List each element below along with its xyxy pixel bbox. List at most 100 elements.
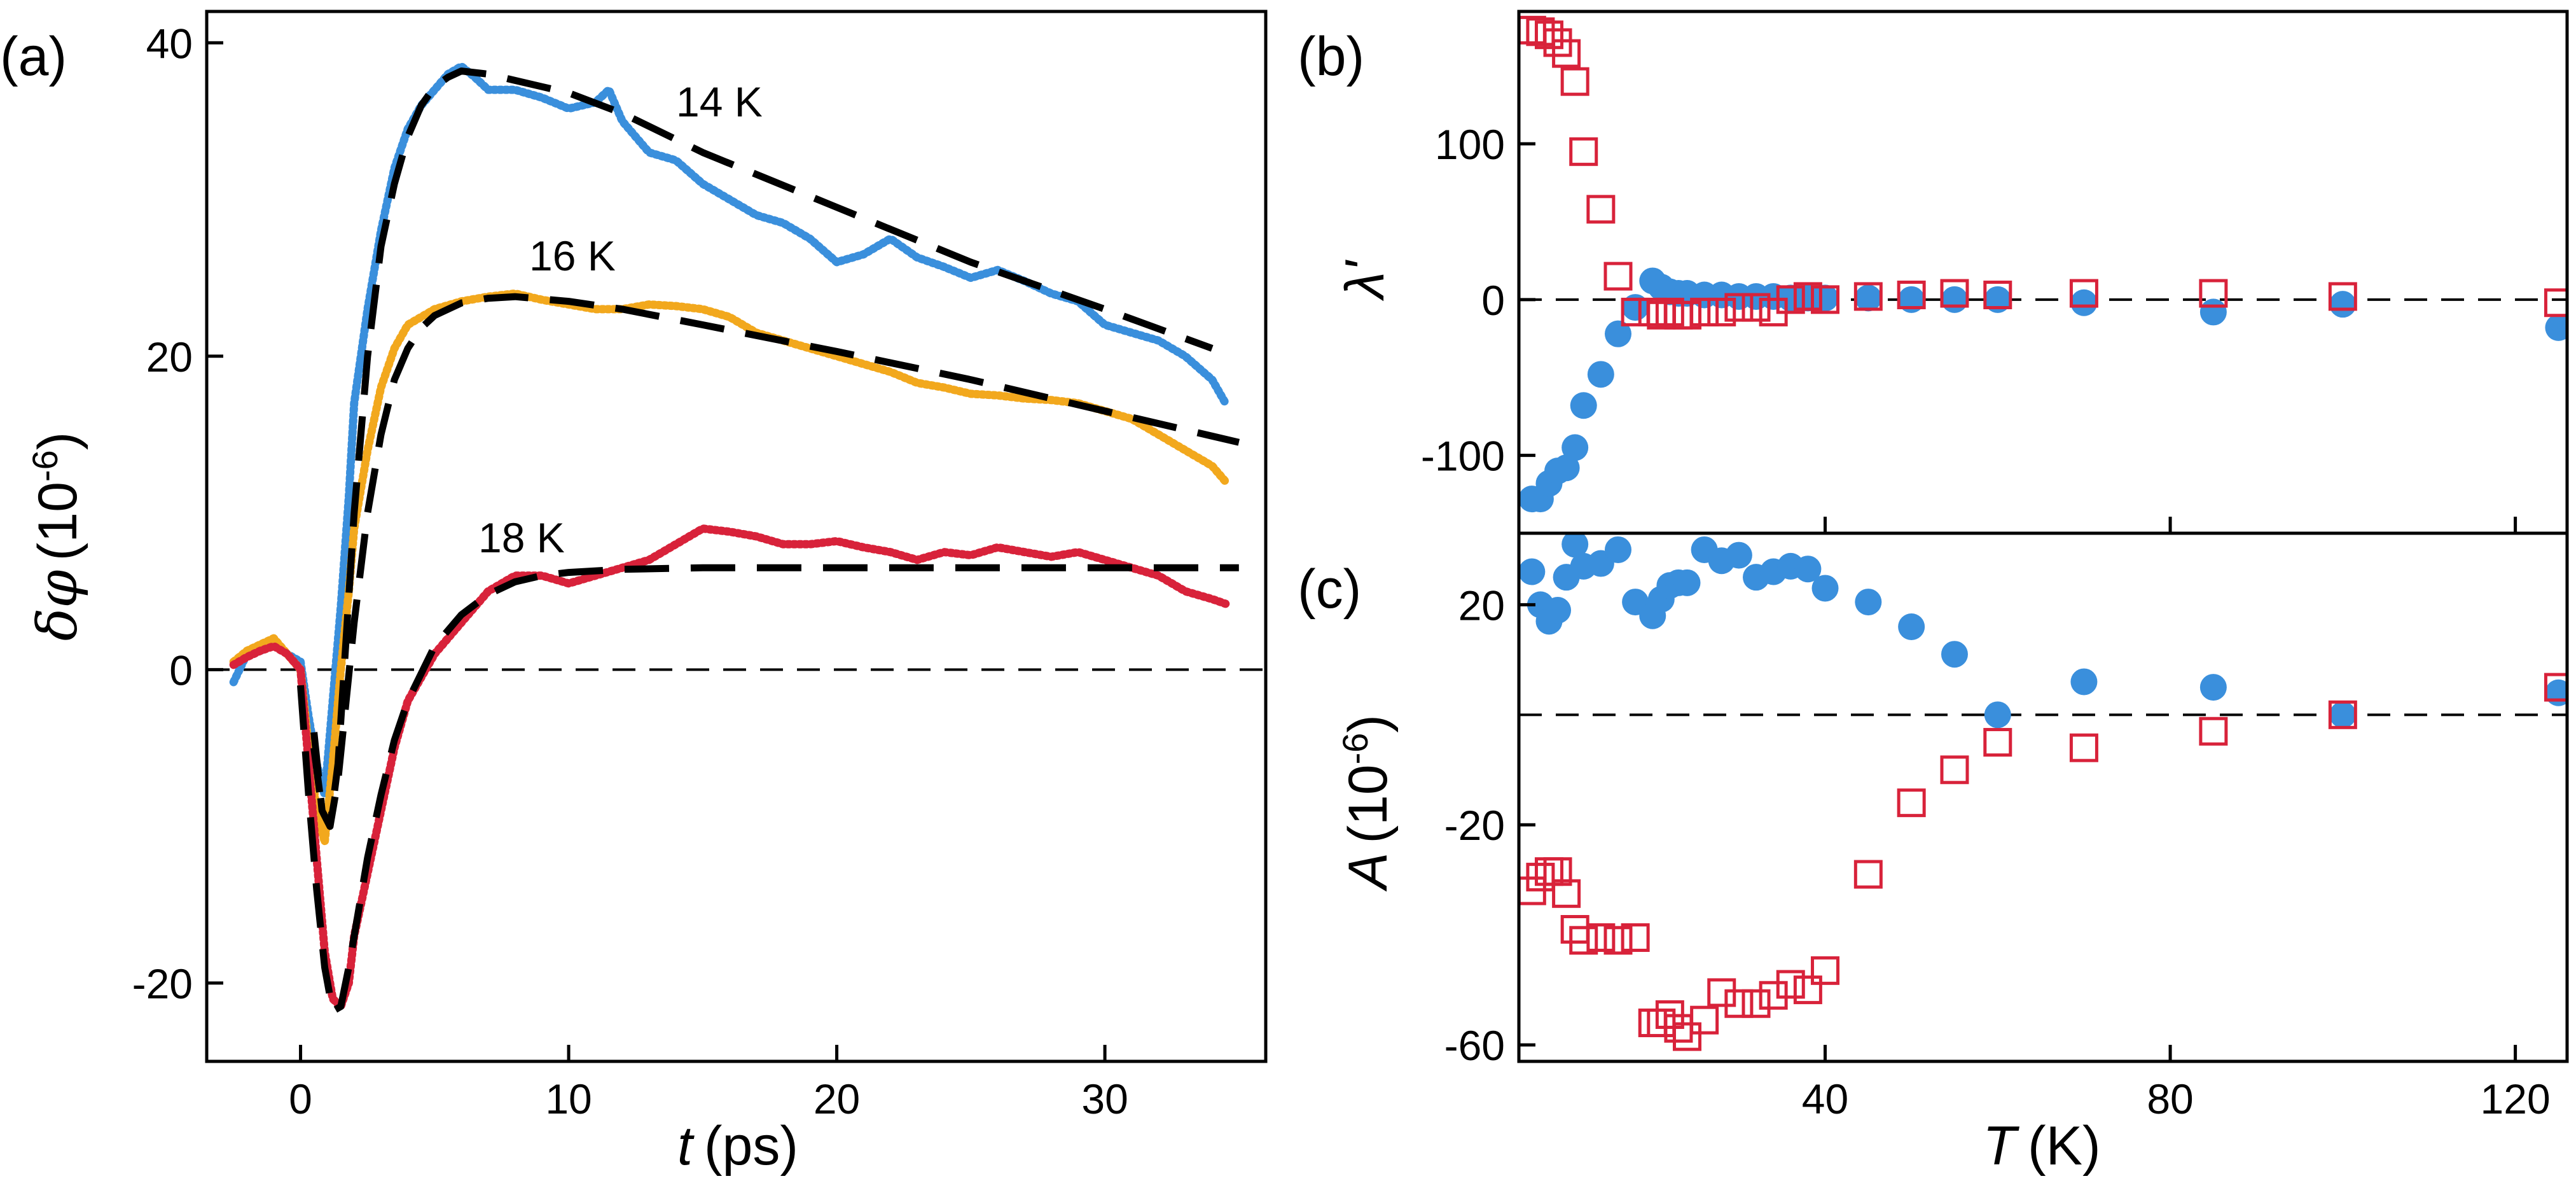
panel-a-frame <box>205 10 1268 1063</box>
square-point <box>1569 137 1598 166</box>
circle-point <box>2070 668 2098 695</box>
square-point <box>1897 280 1926 309</box>
data-series-1 <box>229 289 1230 846</box>
square-point <box>2328 700 2357 729</box>
x-tick-label: 40 <box>1802 1075 1848 1122</box>
panel-c-label: (c) <box>1298 559 1361 620</box>
circle-point <box>1553 454 1580 482</box>
square-point <box>1940 755 1969 785</box>
square-point <box>1603 926 1633 955</box>
circle-point <box>1811 575 1839 602</box>
panel-c-frame <box>1517 531 2569 1063</box>
circle-point <box>1794 556 1822 583</box>
data-series-2 <box>229 524 1230 1011</box>
panel-c-xlabel: T (K) <box>1983 1115 2100 1177</box>
circle-point <box>1544 597 1572 624</box>
panel-a-ylabel-close: ) <box>27 432 88 451</box>
square-point <box>1543 857 1572 886</box>
circle-point <box>1725 542 1752 569</box>
x-tick-label: 30 <box>1081 1075 1128 1122</box>
circle-point <box>1673 569 1701 596</box>
circle-point <box>1570 392 1597 419</box>
y-tick-label: 20 <box>146 333 193 381</box>
panel-b-label: (b) <box>1298 26 1364 87</box>
square-point <box>1560 915 1589 944</box>
square-point <box>1776 285 1805 314</box>
square-point <box>1638 1008 1667 1037</box>
square-point <box>1647 1008 1676 1037</box>
panel-b-ticks: -100 0 100 <box>1421 121 2517 533</box>
curve-label-16k: 16 K <box>529 232 616 279</box>
square-point <box>1569 926 1598 955</box>
panel-c-ylabel-var: A <box>1338 853 1399 892</box>
y-tick-label: -100 <box>1421 433 1505 480</box>
y-tick-label: -60 <box>1444 1022 1505 1069</box>
panel-c-xlabel-unit: (K) <box>2028 1115 2101 1177</box>
square-point <box>1811 956 1840 985</box>
panel-c-ylabel-close: ) <box>1338 715 1399 733</box>
square-point <box>2069 733 2098 762</box>
panel-a-xlabel-var: t <box>677 1115 695 1177</box>
panel-a-ylabel-unit: (10 <box>27 482 88 561</box>
x-tick-label: 20 <box>814 1075 860 1122</box>
panel-c: (c) 40 80 120 -60 -20 20 T (K) A (10-6) <box>1298 531 2569 1177</box>
y-tick-label: 0 <box>169 646 193 694</box>
square-point <box>1526 862 1555 891</box>
square-point <box>1690 1005 1719 1035</box>
fit-line-5 <box>297 564 1239 1015</box>
y-tick-label: 0 <box>1481 277 1505 324</box>
square-point <box>1543 28 1572 57</box>
square-point <box>2544 673 2567 702</box>
square-point <box>1552 879 1581 908</box>
circle-point <box>1855 589 1882 616</box>
y-tick-label: 40 <box>146 20 193 67</box>
panel-a-label: (a) <box>0 26 67 87</box>
y-tick-label: 100 <box>1435 121 1505 168</box>
square-point <box>1707 978 1736 1007</box>
panel-c-ylabel-exp: -6 <box>1335 733 1375 765</box>
circle-point <box>1941 286 1968 313</box>
x-tick-label: 10 <box>545 1075 592 1122</box>
square-point <box>1672 300 1701 330</box>
square-point <box>1983 728 2012 757</box>
circle-point <box>1941 641 1968 668</box>
circle-point <box>1811 284 1839 312</box>
panel-c-series <box>1519 533 2567 1051</box>
square-point <box>1586 923 1616 952</box>
y-tick-label: -20 <box>1444 802 1505 849</box>
square-point <box>1586 195 1616 224</box>
square-point <box>1853 860 1883 889</box>
circle-point <box>1604 320 1631 347</box>
circle-point <box>1562 434 1589 461</box>
square-point <box>1526 17 1555 46</box>
y-tick-label: -20 <box>132 960 193 1007</box>
panel-a-xlabel-unit: (ps) <box>704 1115 798 1177</box>
panel-b-ylabel: λ' <box>1334 260 1395 301</box>
square-point <box>1759 981 1788 1010</box>
square-point <box>1742 293 1771 322</box>
square-point <box>1655 297 1684 326</box>
x-tick-label: 80 <box>2147 1075 2193 1122</box>
circle-point <box>2070 289 2098 316</box>
square-point <box>1724 293 1754 322</box>
panel-a-ticks: 0 10 20 30 -20 0 20 40 <box>132 20 1128 1122</box>
circle-point <box>2545 314 2567 341</box>
panel-a: (a) 0 10 20 30 -20 0 20 40 14 K 16 K 18 K t (ps)… <box>0 10 1268 1177</box>
square-point <box>1776 970 1805 999</box>
panel-c-xlabel-var: T <box>1983 1115 2019 1177</box>
circle-point <box>2329 291 2357 318</box>
panel-c-ylabel-unit: (10 <box>1338 764 1399 843</box>
square-point <box>2544 288 2567 318</box>
panel-a-ylabel-var: δφ <box>26 570 90 641</box>
panel-b-frame <box>1517 10 2569 535</box>
square-point <box>1534 20 1563 50</box>
square-point <box>2069 279 2098 308</box>
panel-a-series <box>229 62 1230 1011</box>
square-point <box>1983 280 2012 309</box>
circle-point <box>2329 701 2357 729</box>
square-point <box>1742 989 1771 1018</box>
square-point <box>1621 923 1650 952</box>
square-point <box>1793 282 1822 311</box>
circle-point <box>1855 284 1882 312</box>
circle-point <box>1604 536 1631 563</box>
